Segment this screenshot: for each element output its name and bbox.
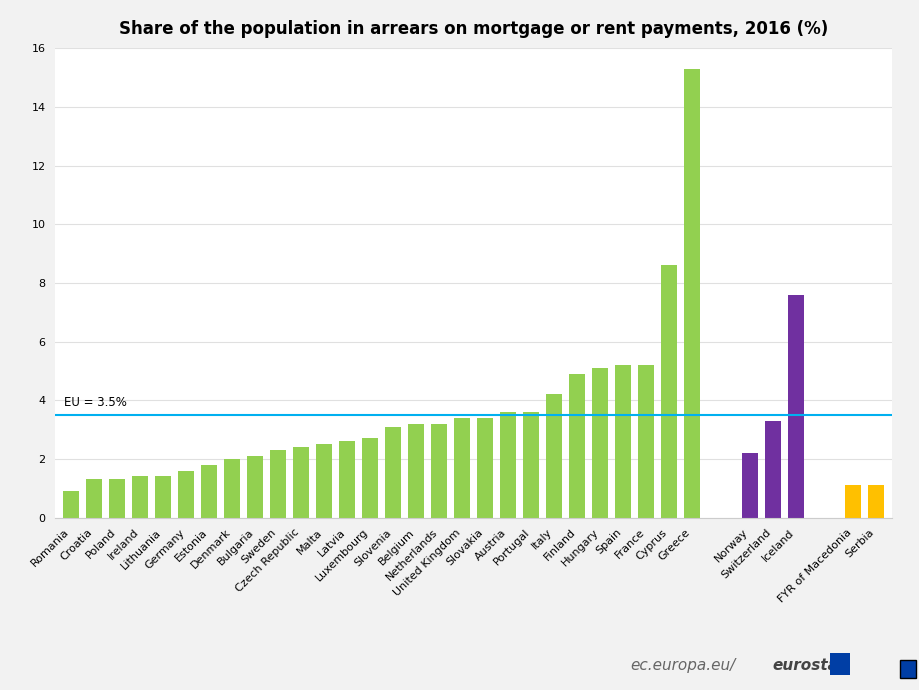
Bar: [569, 374, 584, 518]
Bar: [500, 412, 516, 518]
Bar: [523, 412, 539, 518]
Bar: [684, 69, 699, 518]
Bar: [638, 365, 653, 518]
Bar: [63, 491, 79, 518]
Bar: [385, 426, 401, 518]
Bar: [787, 295, 803, 518]
Bar: [546, 394, 562, 518]
Bar: [362, 438, 378, 518]
Text: EU = 3.5%: EU = 3.5%: [64, 396, 127, 409]
Text: eurostat: eurostat: [772, 658, 845, 673]
Bar: [431, 424, 447, 518]
Bar: [224, 459, 240, 518]
Bar: [454, 417, 470, 518]
Bar: [109, 480, 125, 518]
Text: ec.europa.eu/: ec.europa.eu/: [630, 658, 734, 673]
Bar: [293, 447, 309, 518]
Bar: [339, 442, 355, 518]
Bar: [132, 476, 148, 518]
Bar: [592, 368, 607, 518]
Bar: [661, 265, 676, 518]
Bar: [764, 421, 780, 518]
Bar: [86, 480, 102, 518]
Bar: [615, 365, 630, 518]
Bar: [845, 485, 860, 518]
Bar: [270, 450, 286, 518]
Bar: [155, 476, 171, 518]
Bar: [741, 453, 757, 518]
Bar: [477, 417, 493, 518]
Title: Share of the population in arrears on mortgage or rent payments, 2016 (%): Share of the population in arrears on mo…: [119, 21, 827, 39]
Bar: [178, 471, 194, 518]
Bar: [408, 424, 424, 518]
Bar: [247, 456, 263, 518]
Bar: [201, 465, 217, 518]
Bar: [316, 444, 332, 518]
Bar: [868, 485, 883, 518]
